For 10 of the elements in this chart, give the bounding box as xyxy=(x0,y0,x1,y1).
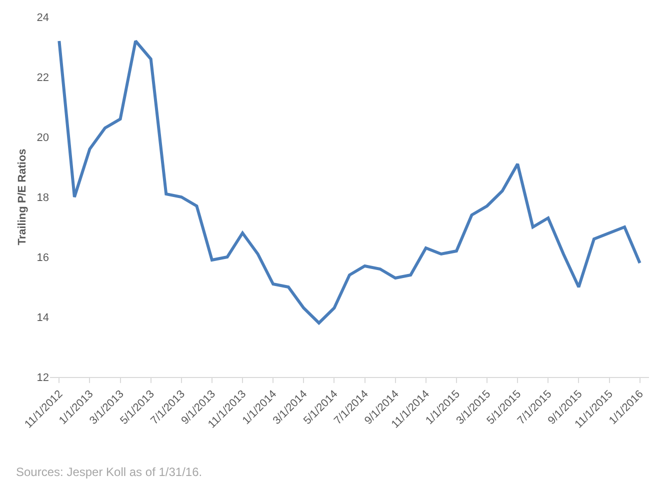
y-tick-label: 18 xyxy=(36,192,49,204)
y-tick-label: 24 xyxy=(36,12,49,24)
y-axis-title: Trailing P/E Ratios xyxy=(16,148,28,246)
y-tick-label: 22 xyxy=(36,72,49,84)
source-note: Sources: Jesper Koll as of 1/31/16. xyxy=(16,465,202,479)
y-tick-label: 14 xyxy=(36,312,49,324)
y-tick-label: 12 xyxy=(36,372,49,384)
y-tick-label: 20 xyxy=(36,132,49,144)
line-series xyxy=(58,40,642,324)
y-tick-label: 16 xyxy=(36,252,49,264)
